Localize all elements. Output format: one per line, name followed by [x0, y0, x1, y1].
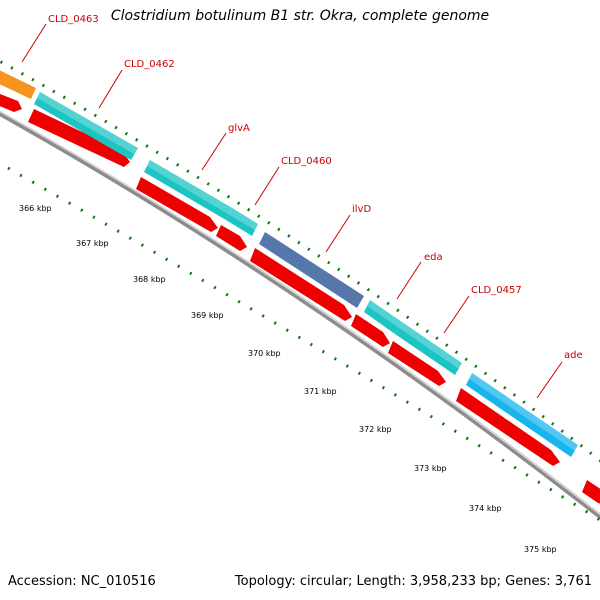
genome-backbone: [0, 110, 600, 520]
cds-feature: [28, 109, 130, 167]
gene-label: CLD_0463: [48, 14, 99, 25]
scale-label: 374 kbp: [469, 504, 502, 513]
scale-label: 369 kbp: [191, 311, 224, 320]
gene-shading: [367, 300, 462, 369]
cds-feature: [456, 388, 560, 466]
cds-feature: [582, 480, 600, 504]
gene-lane: [0, 70, 578, 457]
scale-label: 373 kbp: [414, 464, 447, 473]
gene-shading: [469, 373, 578, 451]
gene-label: CLD_0460: [281, 156, 332, 167]
leader-line: [536, 361, 563, 399]
map-title: Clostridium botulinum B1 str. Okra, comp…: [110, 8, 490, 24]
gene-cld-0463: [0, 70, 36, 99]
gene-ade: [466, 373, 578, 457]
scale-label: 366 kbp: [19, 204, 52, 213]
inner-scale-track: [7, 166, 600, 522]
gene-shading: [147, 160, 258, 230]
cds-feature: [0, 93, 22, 112]
cds-feature: [216, 225, 247, 251]
scale-label: 370 kbp: [248, 349, 281, 358]
leader-line: [396, 261, 422, 300]
scale-label: 367 kbp: [76, 239, 109, 248]
gene-label: eda: [424, 252, 443, 263]
gene-ilvd: [259, 232, 364, 308]
gene-label: CLD_0462: [124, 59, 175, 70]
gene-label: CLD_0457: [471, 285, 522, 296]
scale-label: 375 kbp: [524, 545, 557, 554]
gene-label: glvA: [228, 123, 250, 134]
label-leaders: [21, 23, 563, 399]
leader-line: [21, 23, 47, 63]
leader-line: [443, 295, 470, 334]
gene-eda: [364, 300, 402, 334]
cds-feature: [250, 248, 352, 321]
gene-cld-0457: [395, 322, 462, 375]
accession-text: Accession: NC_010516: [8, 574, 156, 589]
cds-lane: [0, 93, 600, 504]
leader-line: [98, 69, 123, 109]
gene-glva: [144, 160, 232, 220]
leader-line: [325, 214, 351, 253]
gene-labels: CLD_0463 CLD_0462 glvA CLD_0460 ilvD eda…: [48, 14, 583, 361]
leader-line: [201, 132, 227, 171]
gene-cld-0462: [34, 92, 138, 160]
cds-feature: [351, 314, 390, 347]
leader-line: [254, 166, 280, 206]
gene-label: ade: [564, 350, 583, 361]
scale-labels: 366 kbp 367 kbp 368 kbp 369 kbp 370 kbp …: [19, 204, 557, 554]
genome-summary-text: Topology: circular; Length: 3,958,233 bp…: [234, 574, 592, 589]
scale-label: 371 kbp: [304, 387, 337, 396]
gene-shading: [37, 92, 138, 154]
cds-feature: [388, 341, 446, 386]
gene-cld-0460: [226, 208, 258, 236]
gene-label: ilvD: [352, 204, 371, 215]
cds-feature: [136, 177, 218, 232]
scale-label: 368 kbp: [133, 275, 166, 284]
scale-label: 372 kbp: [359, 425, 392, 434]
genome-backbone-highlight: [0, 110, 600, 516]
